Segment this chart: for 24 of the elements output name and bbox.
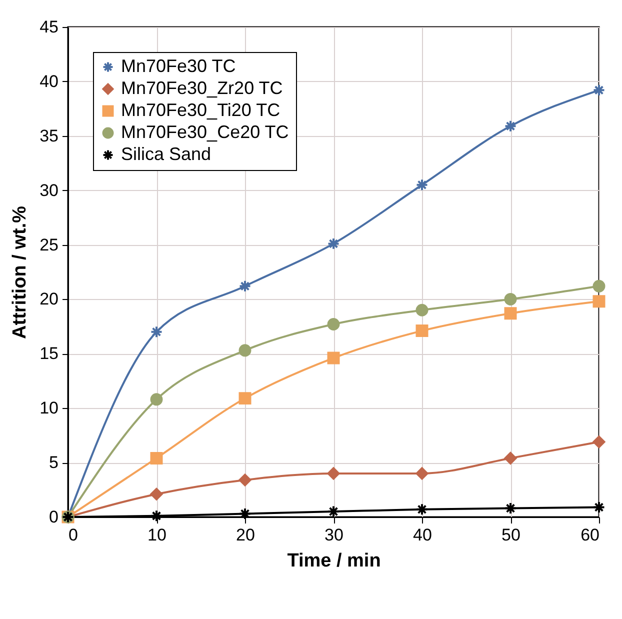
x-tick-label: 60: [580, 526, 600, 544]
x-tick-label: 0: [68, 526, 78, 544]
x-tick-label: 40: [413, 526, 432, 544]
x-tick-label: 10: [148, 526, 166, 544]
y-tick-label: 30: [40, 180, 58, 200]
y-tick-label: 10: [40, 398, 58, 418]
x-tick-label: 30: [324, 526, 344, 544]
y-tick-label: 25: [40, 235, 58, 254]
legend-label: Mn70Fe30_Zr20 TC: [121, 78, 283, 98]
y-tick-label: 40: [40, 72, 58, 91]
x-tick-label: 20: [236, 526, 255, 544]
legend-label: Mn70Fe30_Ce20 TC: [121, 122, 289, 142]
y-tick-label: 20: [40, 290, 58, 309]
x-axis-title: Time / min: [287, 550, 381, 572]
legend-label: Mn70Fe30 TC: [121, 56, 236, 76]
x-tick-label: 50: [502, 526, 520, 544]
legend-label: Mn70Fe30_Ti20 TC: [121, 100, 280, 120]
y-tick-label: 0: [49, 508, 58, 526]
legend-label: Silica Sand: [121, 144, 212, 164]
y-tick-label: 15: [40, 344, 58, 364]
y-tick-label: 5: [49, 453, 58, 472]
y-tick-label: 45: [40, 18, 58, 36]
y-tick-label: 35: [40, 126, 58, 146]
y-axis-title: Attrition / wt.%: [10, 206, 31, 339]
